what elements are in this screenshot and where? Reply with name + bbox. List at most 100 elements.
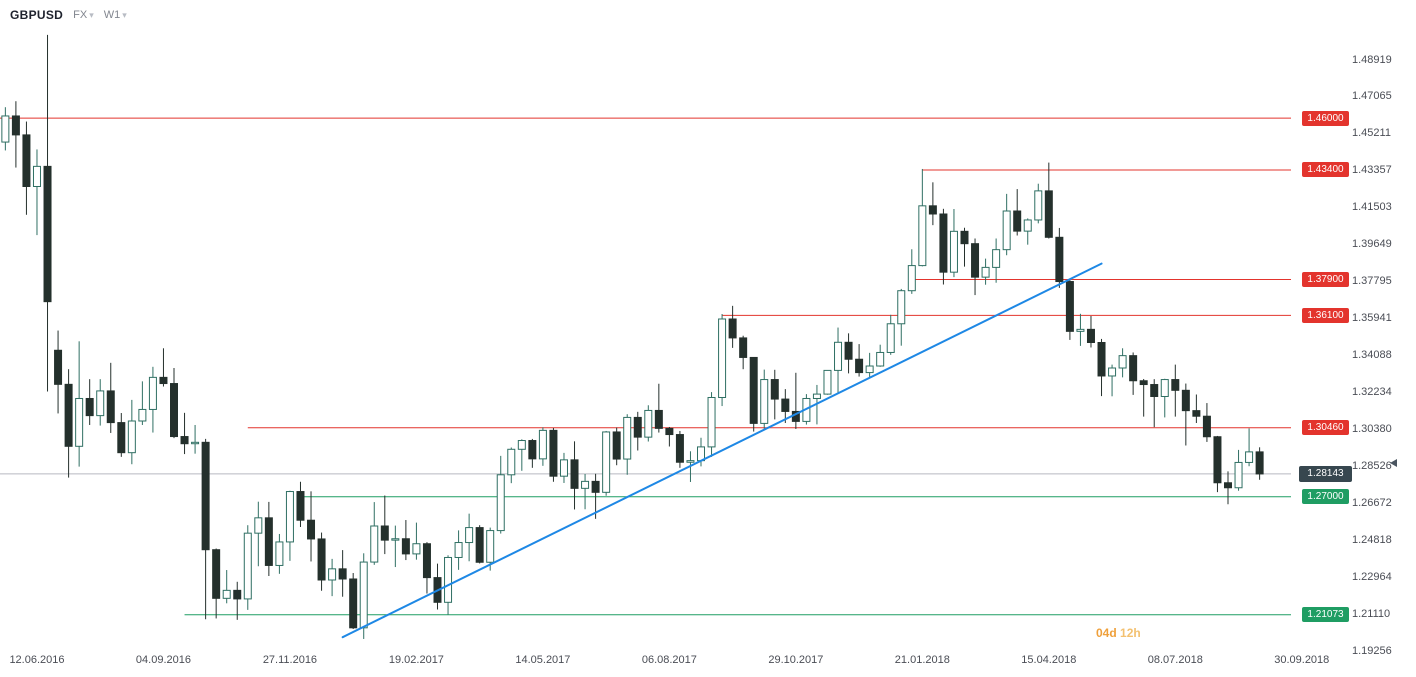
candle-body xyxy=(823,369,832,395)
candle-body xyxy=(1086,328,1095,343)
candle-body xyxy=(222,589,231,599)
candle-body xyxy=(22,134,31,187)
candle-body xyxy=(475,527,484,563)
candle-body xyxy=(454,542,463,558)
candle-body xyxy=(1023,219,1032,232)
candle-body xyxy=(812,393,821,399)
candle-body xyxy=(749,356,758,424)
candle-body xyxy=(1171,379,1180,391)
candle-body xyxy=(317,538,326,581)
candle-body xyxy=(1013,210,1022,232)
time-axis-label: 15.04.2018 xyxy=(1021,654,1077,666)
candle-body xyxy=(11,115,20,136)
candle-body xyxy=(75,397,84,447)
current-price-badge: 1.28143 xyxy=(1299,465,1352,482)
candle-body xyxy=(138,408,147,422)
candle-body xyxy=(180,436,189,445)
candle-body xyxy=(496,474,505,532)
candle-body xyxy=(243,532,252,600)
candle-body xyxy=(328,568,337,581)
price-axis-label: 1.24818 xyxy=(1352,533,1392,546)
candle-body xyxy=(675,434,684,463)
time-axis-label: 19.02.2017 xyxy=(388,654,444,666)
candle-body xyxy=(85,397,94,417)
candle-body xyxy=(960,230,969,245)
candle-body xyxy=(285,491,294,543)
market-selector[interactable]: FX ▾ xyxy=(73,9,94,21)
time-axis-label: 08.07.2018 xyxy=(1147,654,1203,666)
time-axis-label: 27.11.2016 xyxy=(262,654,318,666)
candle-body xyxy=(1213,436,1222,484)
candle-body xyxy=(1065,281,1074,332)
candle-body xyxy=(486,530,495,563)
candle-body xyxy=(949,230,958,273)
candle-body xyxy=(581,480,590,489)
candle-body xyxy=(159,376,168,385)
candle-body xyxy=(528,440,537,460)
resistance-price-badge[interactable]: 1.37900 xyxy=(1302,272,1349,288)
candle-body xyxy=(148,376,157,410)
countdown-hours: 12h xyxy=(1120,626,1141,640)
time-axis-label: 30.09.2018 xyxy=(1274,654,1330,666)
candle-body xyxy=(612,431,621,460)
support-price-badge[interactable]: 1.21073 xyxy=(1302,607,1349,623)
candle-body xyxy=(96,390,105,417)
candle-body xyxy=(928,205,937,215)
candle-body xyxy=(886,323,895,353)
candle-body xyxy=(623,416,632,460)
candle-body xyxy=(1076,328,1085,332)
candle-body xyxy=(1034,190,1043,221)
price-axis-label: 1.26672 xyxy=(1352,496,1392,509)
candle-body xyxy=(633,416,642,438)
candle-body xyxy=(876,351,885,367)
candle-body xyxy=(1234,461,1243,489)
candle-body xyxy=(981,266,990,278)
support-price-badge[interactable]: 1.27000 xyxy=(1302,489,1349,505)
candle-body xyxy=(1139,380,1148,386)
timeframe-selector[interactable]: W1 ▾ xyxy=(104,9,127,21)
price-axis-label: 1.32234 xyxy=(1352,385,1392,398)
candle-body xyxy=(106,390,115,424)
candle-body xyxy=(212,549,221,599)
candle-body xyxy=(233,589,242,600)
candle-body xyxy=(117,422,126,454)
candle-body xyxy=(865,365,874,374)
market-label: FX xyxy=(73,9,88,21)
chevron-down-icon: ▾ xyxy=(122,9,127,20)
candle-body xyxy=(1,115,10,143)
candle-body xyxy=(1255,451,1264,475)
candle-body xyxy=(971,243,980,278)
price-axis-label: 1.30380 xyxy=(1352,422,1392,435)
candle-body xyxy=(549,429,558,477)
candle-body xyxy=(1097,341,1106,377)
candle-body xyxy=(718,318,727,398)
timeframe-label: W1 xyxy=(103,9,121,21)
price-axis-label: 1.28526 xyxy=(1352,459,1392,472)
candle-body xyxy=(654,409,663,429)
trendline[interactable] xyxy=(341,262,1103,639)
time-axis-label: 14.05.2017 xyxy=(515,654,571,666)
price-marker-arrow[interactable] xyxy=(1390,459,1397,467)
price-axis-label: 1.21110 xyxy=(1352,607,1391,620)
resistance-price-badge[interactable]: 1.46000 xyxy=(1302,110,1349,126)
candle-body xyxy=(64,383,73,447)
price-axis-label: 1.41503 xyxy=(1352,201,1392,214)
resistance-price-badge[interactable]: 1.43400 xyxy=(1302,162,1349,178)
chevron-down-icon: ▾ xyxy=(89,9,94,20)
candle-body xyxy=(296,491,305,521)
candle-body xyxy=(1245,451,1254,463)
candle-body xyxy=(907,265,916,292)
candle-body xyxy=(359,561,368,629)
candle-body xyxy=(1002,210,1011,251)
resistance-price-badge[interactable]: 1.30460 xyxy=(1302,420,1349,436)
candle-body xyxy=(349,578,358,629)
candle-body xyxy=(465,527,474,544)
resistance-price-badge[interactable]: 1.36100 xyxy=(1302,307,1349,323)
symbol-name[interactable]: GBPUSD xyxy=(10,8,64,22)
candle-body xyxy=(602,431,611,493)
time-axis-label: 12.06.2016 xyxy=(9,654,65,666)
candle-body xyxy=(254,517,263,534)
candle-body xyxy=(844,341,853,360)
